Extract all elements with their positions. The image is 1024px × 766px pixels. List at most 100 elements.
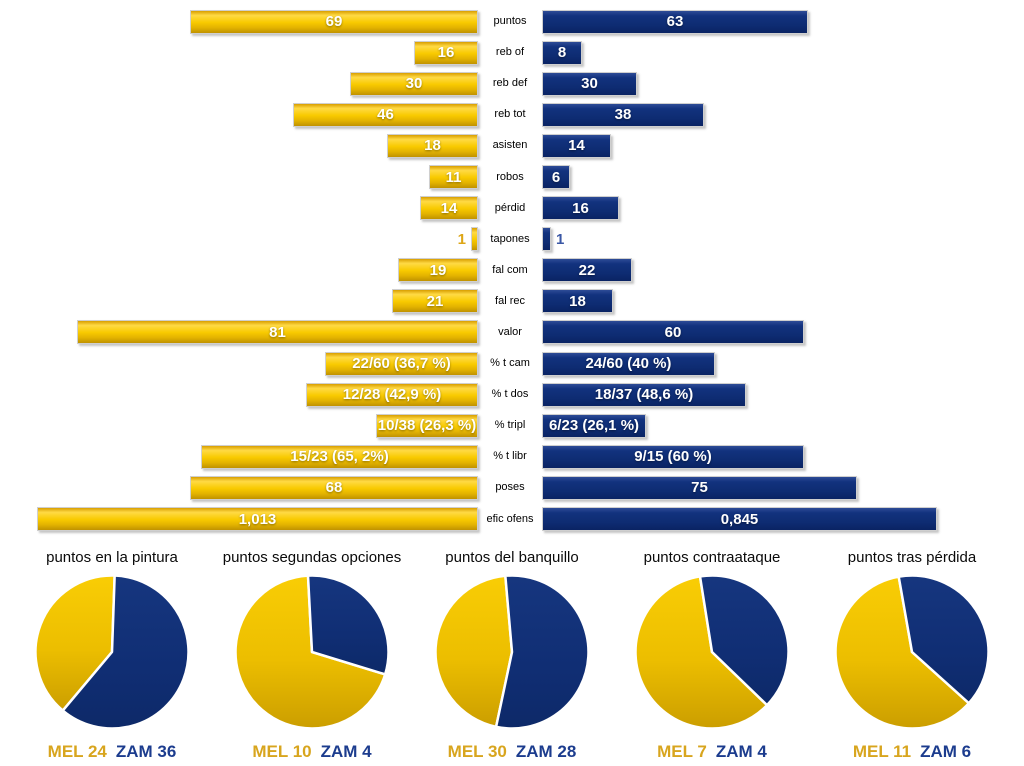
stat-label: robos	[496, 170, 524, 183]
mel-caption: MEL 7	[657, 741, 707, 761]
stat-row: 15/23 (65, 2%) % t libr 9/15 (60 %)	[0, 441, 1024, 472]
zam-bar-cell: 9/15 (60 %)	[542, 444, 1024, 469]
mel-pie-slice	[434, 574, 514, 728]
mel-bar-cell: 1	[0, 227, 478, 252]
stat-label: % t cam	[490, 357, 530, 370]
mel-bar-cell: 69	[0, 9, 478, 34]
mel-value: 81	[269, 323, 286, 341]
stat-label: % t dos	[491, 388, 529, 401]
stat-label: fal rec	[495, 294, 525, 307]
zam-value: 8	[557, 44, 567, 62]
mel-bar-cell: 19	[0, 258, 478, 283]
pie-caption: MEL 30 ZAM 28	[412, 742, 612, 762]
mel-bar: 18	[387, 133, 478, 158]
mel-bar-cell: 21	[0, 289, 478, 314]
mel-value: 30	[405, 75, 423, 93]
zam-bar: 8	[542, 40, 582, 65]
mel-bar-cell: 11	[0, 165, 478, 190]
zam-bar-cell: 22	[542, 258, 1024, 283]
mel-bar-cell: 30	[0, 71, 478, 96]
zam-bar: 16	[542, 196, 619, 221]
stat-row: 69 puntos 63	[0, 6, 1024, 37]
stat-label: tapones	[490, 232, 530, 245]
pie-title: puntos segundas opciones	[222, 548, 402, 566]
pie-title: puntos en la pintura	[46, 548, 178, 566]
pie-block: puntos tras pérdida MEL 11 ZAM 6	[812, 549, 1012, 762]
pie-block: puntos del banquillo MEL 30 ZAM 28	[412, 549, 612, 762]
pie-caption: MEL 24 ZAM 36	[12, 742, 212, 762]
mel-value: 11	[445, 168, 462, 186]
zam-pie-slice	[306, 573, 390, 676]
mel-bar-cell: 16	[0, 40, 478, 65]
zam-value: 14	[568, 137, 585, 155]
zam-bar-cell: 6/23 (26,1 %)	[542, 413, 1024, 438]
stat-row: 81 valor 60	[0, 317, 1024, 348]
zam-pie-slice	[61, 573, 190, 730]
zam-bar-cell: 16	[542, 196, 1024, 221]
zam-bar-cell: 63	[542, 9, 1024, 34]
stat-row: 21 fal rec 18	[0, 286, 1024, 317]
pie-caption: MEL 7 ZAM 4	[612, 742, 812, 762]
stat-label: reb def	[492, 77, 528, 90]
zam-value: 63	[666, 13, 684, 31]
pie-title: puntos del banquillo	[445, 548, 579, 566]
zam-bar-cell: 18/37 (48,6 %)	[542, 382, 1024, 407]
stat-label: valor	[498, 325, 522, 338]
zam-value: 0,845	[720, 510, 759, 528]
mel-bar-cell: 1,013	[0, 507, 478, 532]
mel-value: 21	[426, 292, 444, 310]
pie-chart	[234, 573, 390, 730]
mel-value: 19	[429, 261, 447, 279]
stat-row: 46 reb tot 38	[0, 99, 1024, 130]
mel-caption: MEL 30	[447, 741, 507, 761]
stat-label: reb of	[495, 46, 525, 59]
zam-value: 30	[581, 75, 598, 93]
stat-row: 22/60 (36,7 %) % t cam 24/60 (40 %)	[0, 348, 1024, 379]
zam-bar-cell: 1	[542, 227, 1024, 252]
mel-value: 1	[457, 230, 466, 248]
zam-bar-cell: 38	[542, 102, 1024, 127]
mel-bar: 22/60 (36,7 %)	[325, 351, 478, 376]
stat-label: poses	[495, 481, 525, 494]
zam-value: 18/37 (48,6 %)	[594, 386, 694, 404]
mel-bar-cell: 68	[0, 475, 478, 500]
zam-bar: 9/15 (60 %)	[542, 444, 804, 469]
mel-bar-cell: 12/28 (42,9 %)	[0, 382, 478, 407]
pie-caption: MEL 11 ZAM 6	[812, 742, 1012, 762]
zam-bar: 18/37 (48,6 %)	[542, 382, 746, 407]
mel-value: 46	[377, 106, 394, 124]
mel-pie-slice	[634, 574, 769, 730]
stat-row: 16 reb of 8	[0, 37, 1024, 68]
stat-row: 14 pérdid 16	[0, 193, 1024, 224]
stat-row: 1,013 efic ofens 0,845	[0, 504, 1024, 535]
zam-bar	[542, 227, 551, 252]
zam-bar: 38	[542, 102, 704, 127]
pie-title: puntos contraataque	[643, 548, 781, 566]
zam-value: 6/23 (26,1 %)	[548, 417, 640, 435]
zam-bar: 24/60 (40 %)	[542, 351, 715, 376]
mel-value: 18	[424, 137, 441, 155]
pie-chart	[434, 573, 590, 730]
stat-label: % tripl	[494, 419, 526, 432]
stat-row: 1 tapones 1	[0, 224, 1024, 255]
zam-bar: 14	[542, 133, 611, 158]
mel-bar-cell: 46	[0, 102, 478, 127]
mel-bar-cell: 81	[0, 320, 478, 345]
zam-caption: ZAM 36	[115, 741, 177, 761]
pie-chart-section: puntos en la pintura MEL 24 ZAM 36 puntos s…	[12, 549, 1012, 762]
mel-caption: MEL 11	[852, 741, 912, 761]
zam-bar: 30	[542, 71, 637, 96]
mel-value: 14	[440, 199, 458, 217]
pie-title: puntos tras pérdida	[847, 548, 977, 566]
mel-bar-cell: 15/23 (65, 2%)	[0, 444, 478, 469]
zam-value: 60	[664, 323, 682, 341]
pie-block: puntos segundas opciones MEL 10 ZAM 4	[212, 549, 412, 762]
stat-row: 12/28 (42,9 %) % t dos 18/37 (48,6 %)	[0, 379, 1024, 410]
stat-row: 18 asisten 14	[0, 130, 1024, 161]
stat-row: 68 poses 75	[0, 472, 1024, 503]
mel-bar: 69	[190, 9, 478, 34]
mel-caption: MEL 10	[252, 741, 312, 761]
zam-bar-cell: 8	[542, 40, 1024, 65]
zam-bar: 6	[542, 165, 570, 190]
zam-bar-cell: 30	[542, 71, 1024, 96]
